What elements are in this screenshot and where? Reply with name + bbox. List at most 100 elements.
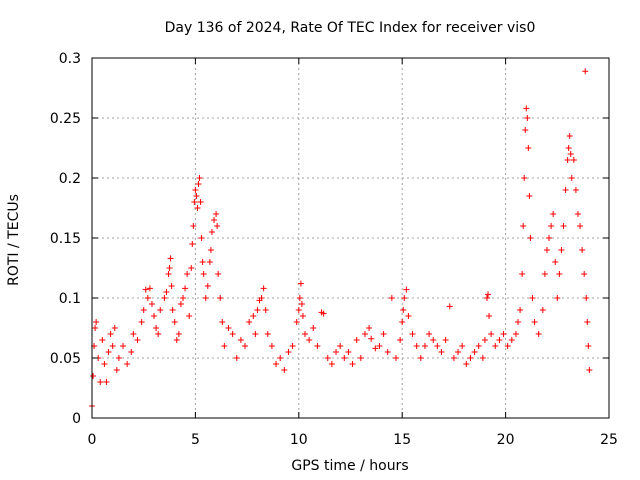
data-point [182,285,189,292]
data-point [107,331,114,337]
data-point [217,295,224,301]
data-point [566,133,573,139]
data-point [188,265,195,271]
data-point [196,175,203,181]
data-point [522,127,529,133]
data-point [90,373,97,379]
data-point [417,355,424,361]
data-point [521,175,528,181]
data-point [526,193,533,199]
data-point [401,295,408,301]
data-point [237,337,244,343]
data-point [246,319,253,325]
data-point [198,235,205,241]
data-point [299,313,306,319]
data-point [93,319,100,325]
data-point [552,259,559,265]
y-axis-label: ROTI / TECUs [6,194,22,286]
data-point [504,343,511,349]
data-point [541,271,548,277]
data-point [277,355,284,361]
data-point [579,247,586,253]
data-point [442,337,449,343]
data-point [103,379,110,385]
data-point [543,247,550,253]
data-point [583,295,590,301]
data-point [186,313,193,319]
data-point [225,325,232,331]
data-point [204,283,211,289]
data-point [175,331,182,337]
data-point [320,310,327,317]
data-point [567,151,574,157]
data-point [562,187,569,193]
x-tick-label: 10 [290,432,308,448]
data-point [463,361,470,367]
data-point [293,319,300,325]
data-point [430,337,437,343]
data-point [558,247,565,253]
data-point [273,361,280,367]
data-point [306,337,313,343]
data-point [101,361,108,367]
data-point [258,295,265,301]
data-point [134,337,141,343]
data-point [479,355,486,361]
data-point [539,307,546,313]
data-point [207,247,214,253]
data-point [353,337,360,343]
data-point [195,181,202,187]
data-point [560,223,567,229]
data-point [120,343,127,349]
data-point [361,331,368,337]
data-point [105,349,112,355]
data-point [421,343,428,349]
data-point [366,325,373,331]
data-point [189,241,196,247]
data-point [405,313,412,319]
x-tick-label: 0 [88,432,97,448]
data-point [512,331,519,337]
data-point [190,223,197,229]
data-point [289,343,296,349]
data-point [310,325,317,331]
data-point [295,307,302,313]
data-point [214,223,221,229]
data-point [496,337,503,343]
data-point [155,331,162,337]
y-tick-label: 0.15 [50,231,81,247]
data-point [572,187,579,193]
data-point [368,335,375,342]
data-point [372,345,379,352]
data-point [519,271,526,277]
data-point [199,259,206,265]
data-point [584,319,591,325]
data-point [171,319,178,325]
x-tick-label: 25 [600,432,618,448]
data-point [99,337,106,343]
data-point [124,361,131,367]
data-point [264,331,271,337]
data-point [229,331,236,337]
data-point [161,295,168,301]
data-point [357,355,364,361]
data-point [485,291,492,298]
data-point [403,286,410,293]
data-point [500,331,507,337]
chart-title: Day 136 of 2024, Rate Of TEC Index for r… [165,20,536,36]
data-point [138,319,145,325]
data-point [130,331,137,337]
data-point [535,331,542,337]
data-point [254,307,261,313]
data-point [529,295,536,301]
data-point [166,265,173,271]
data-point [233,355,240,361]
data-point [213,211,220,217]
x-tick-label: 20 [497,432,515,448]
data-point [268,343,275,349]
data-point [281,367,288,373]
data-point [202,295,209,301]
y-tick-label: 0.05 [50,351,81,367]
data-point [140,307,147,313]
